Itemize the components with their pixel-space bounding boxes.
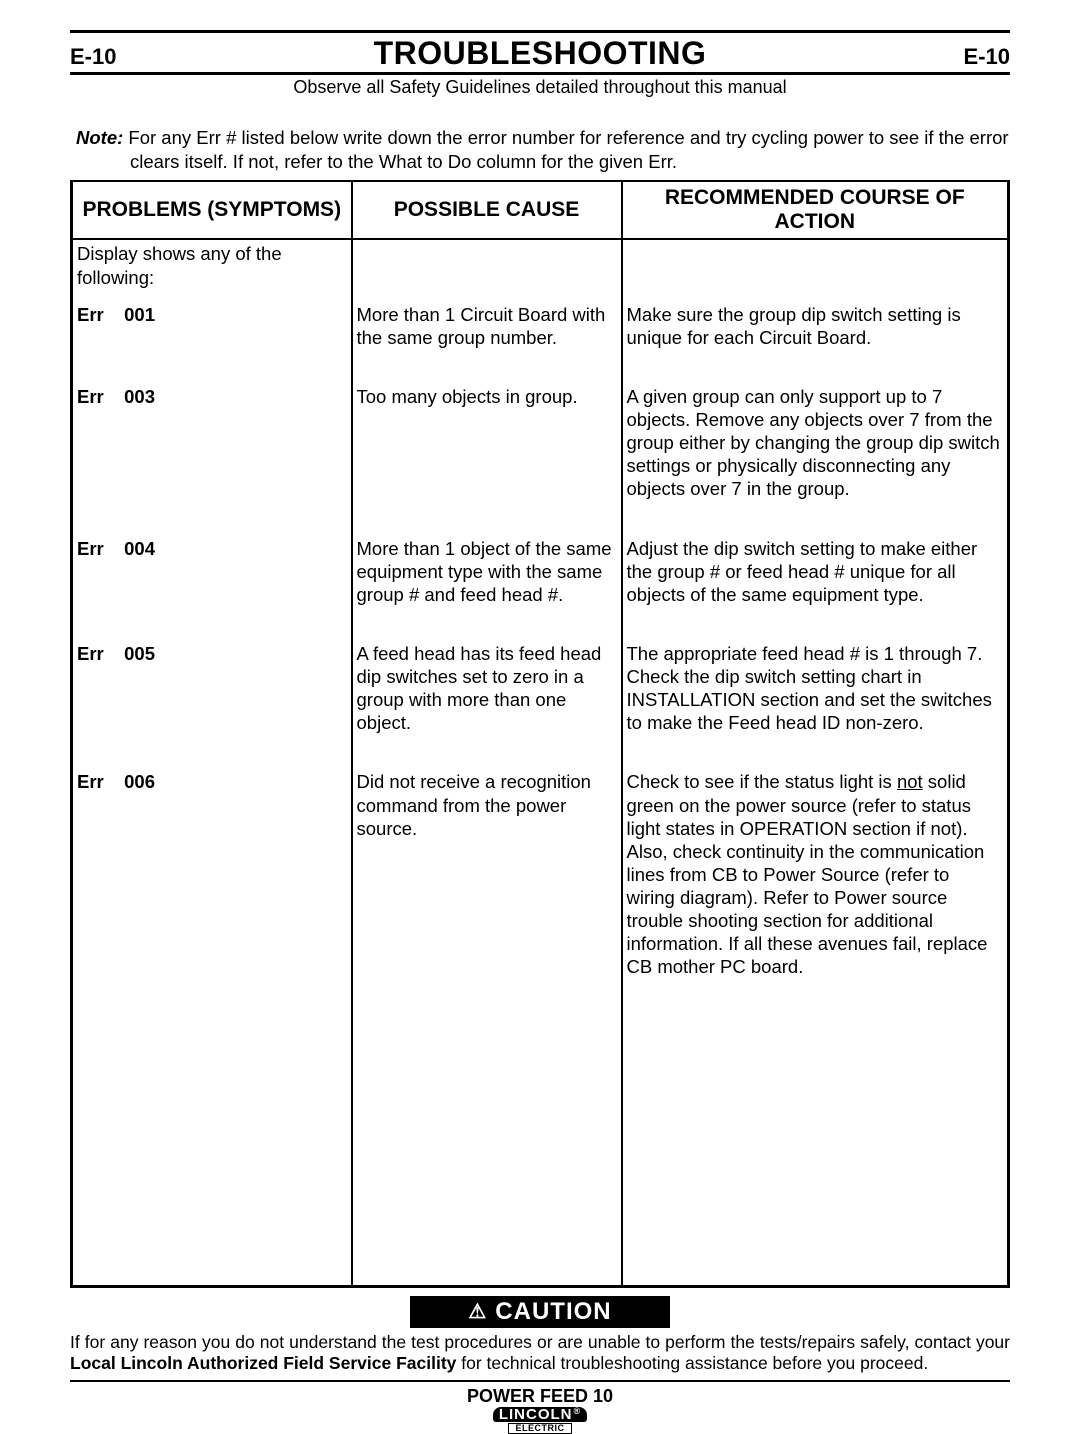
symptom-cell: Err 004 bbox=[72, 529, 352, 634]
action-cell: Adjust the dip switch setting to make ei… bbox=[622, 529, 1009, 634]
err-label: Err bbox=[77, 385, 119, 408]
err-code: Err 003 bbox=[77, 386, 155, 407]
err-label: Err bbox=[77, 770, 119, 793]
symptom-cell: Err 005 bbox=[72, 634, 352, 763]
empty-cell bbox=[622, 239, 1009, 294]
footer-text-post: for technical troubleshooting assistance… bbox=[456, 1353, 928, 1373]
action-pre: Check to see if the status light is bbox=[627, 771, 897, 792]
header-row: E-10 TROUBLESHOOTING E-10 bbox=[70, 35, 1010, 75]
logo-brand: LINCOLN bbox=[499, 1406, 573, 1423]
err-number: 003 bbox=[124, 386, 155, 407]
err-label: Err bbox=[77, 537, 119, 560]
action-underlined: not bbox=[897, 771, 923, 792]
cause-cell: A feed head has its feed head dip switch… bbox=[352, 634, 622, 763]
troubleshooting-table: PROBLEMS (SYMPTOMS) POSSIBLE CAUSE RECOM… bbox=[70, 180, 1010, 1288]
action-post: solid green on the power source (refer t… bbox=[627, 771, 988, 977]
intro-symptom-cell: Display shows any of the following: bbox=[72, 239, 352, 294]
cause-cell: More than 1 object of the same equipment… bbox=[352, 529, 622, 634]
footer-note: If for any reason you do not understand … bbox=[70, 1332, 1010, 1382]
err-number: 006 bbox=[124, 771, 155, 792]
table-row: Err 005 A feed head has its feed head di… bbox=[72, 634, 1009, 763]
top-rule bbox=[70, 30, 1010, 33]
err-number: 001 bbox=[124, 304, 155, 325]
col-header-symptoms: PROBLEMS (SYMPTOMS) bbox=[72, 181, 352, 239]
err-code: Err 006 bbox=[77, 771, 155, 792]
page-code-right: E-10 bbox=[964, 44, 1010, 70]
table-row: Err 004 More than 1 object of the same e… bbox=[72, 529, 1009, 634]
err-code: Err 004 bbox=[77, 538, 155, 559]
table-header-row: PROBLEMS (SYMPTOMS) POSSIBLE CAUSE RECOM… bbox=[72, 181, 1009, 239]
col-header-cause: POSSIBLE CAUSE bbox=[352, 181, 622, 239]
err-code: Err 001 bbox=[77, 304, 155, 325]
page-code-left: E-10 bbox=[70, 44, 116, 70]
action-cell: Make sure the group dip switch setting i… bbox=[622, 295, 1009, 377]
caution-label: CAUTION bbox=[495, 1298, 611, 1325]
logo-top-text: LINCOLN® bbox=[493, 1407, 587, 1422]
cause-cell: Did not receive a recognition command fr… bbox=[352, 762, 622, 1006]
empty-cell bbox=[622, 1007, 1009, 1287]
action-cell: Check to see if the status light is not … bbox=[622, 762, 1009, 1006]
table-row: Display shows any of the following: bbox=[72, 239, 1009, 294]
symptom-cell: Err 006 bbox=[72, 762, 352, 1006]
err-label: Err bbox=[77, 303, 119, 326]
note-block: Note: For any Err # listed below write d… bbox=[70, 126, 1010, 174]
caution-banner: ⚠ CAUTION bbox=[410, 1296, 670, 1328]
col-header-action: RECOMMENDED COURSE OF ACTION bbox=[622, 181, 1009, 239]
footer-text-bold: Local Lincoln Authorized Field Service F… bbox=[70, 1353, 456, 1373]
warning-icon: ⚠ bbox=[468, 1299, 487, 1324]
err-number: 004 bbox=[124, 538, 155, 559]
symptom-cell: Err 001 bbox=[72, 295, 352, 377]
symptom-cell: Err 003 bbox=[72, 377, 352, 529]
action-cell: A given group can only support up to 7 o… bbox=[622, 377, 1009, 529]
table-row bbox=[72, 1007, 1009, 1287]
table-row: Err 006 Did not receive a recognition co… bbox=[72, 762, 1009, 1006]
err-number: 005 bbox=[124, 643, 155, 664]
cause-cell: Too many objects in group. bbox=[352, 377, 622, 529]
registered-icon: ® bbox=[574, 1406, 582, 1416]
empty-cell bbox=[72, 1007, 352, 1287]
logo-bottom-text: ELECTRIC bbox=[508, 1423, 572, 1434]
empty-cell bbox=[352, 1007, 622, 1287]
table-row: Err 001 More than 1 Circuit Board with t… bbox=[72, 295, 1009, 377]
empty-cell bbox=[352, 239, 622, 294]
err-label: Err bbox=[77, 642, 119, 665]
safety-guideline-text: Observe all Safety Guidelines detailed t… bbox=[70, 77, 1010, 98]
page: E-10 TROUBLESHOOTING E-10 Observe all Sa… bbox=[0, 0, 1080, 1397]
page-title: TROUBLESHOOTING bbox=[116, 35, 963, 72]
cause-cell: More than 1 Circuit Board with the same … bbox=[352, 295, 622, 377]
note-text: For any Err # listed below write down th… bbox=[128, 127, 1008, 172]
lincoln-logo: LINCOLN® ELECTRIC bbox=[70, 1407, 1010, 1434]
note-prefix: Note: bbox=[76, 127, 123, 148]
footer-text-pre: If for any reason you do not understand … bbox=[70, 1332, 1010, 1352]
action-cell: The appropriate feed head # is 1 through… bbox=[622, 634, 1009, 763]
table-row: Err 003 Too many objects in group. A giv… bbox=[72, 377, 1009, 529]
err-code: Err 005 bbox=[77, 643, 155, 664]
